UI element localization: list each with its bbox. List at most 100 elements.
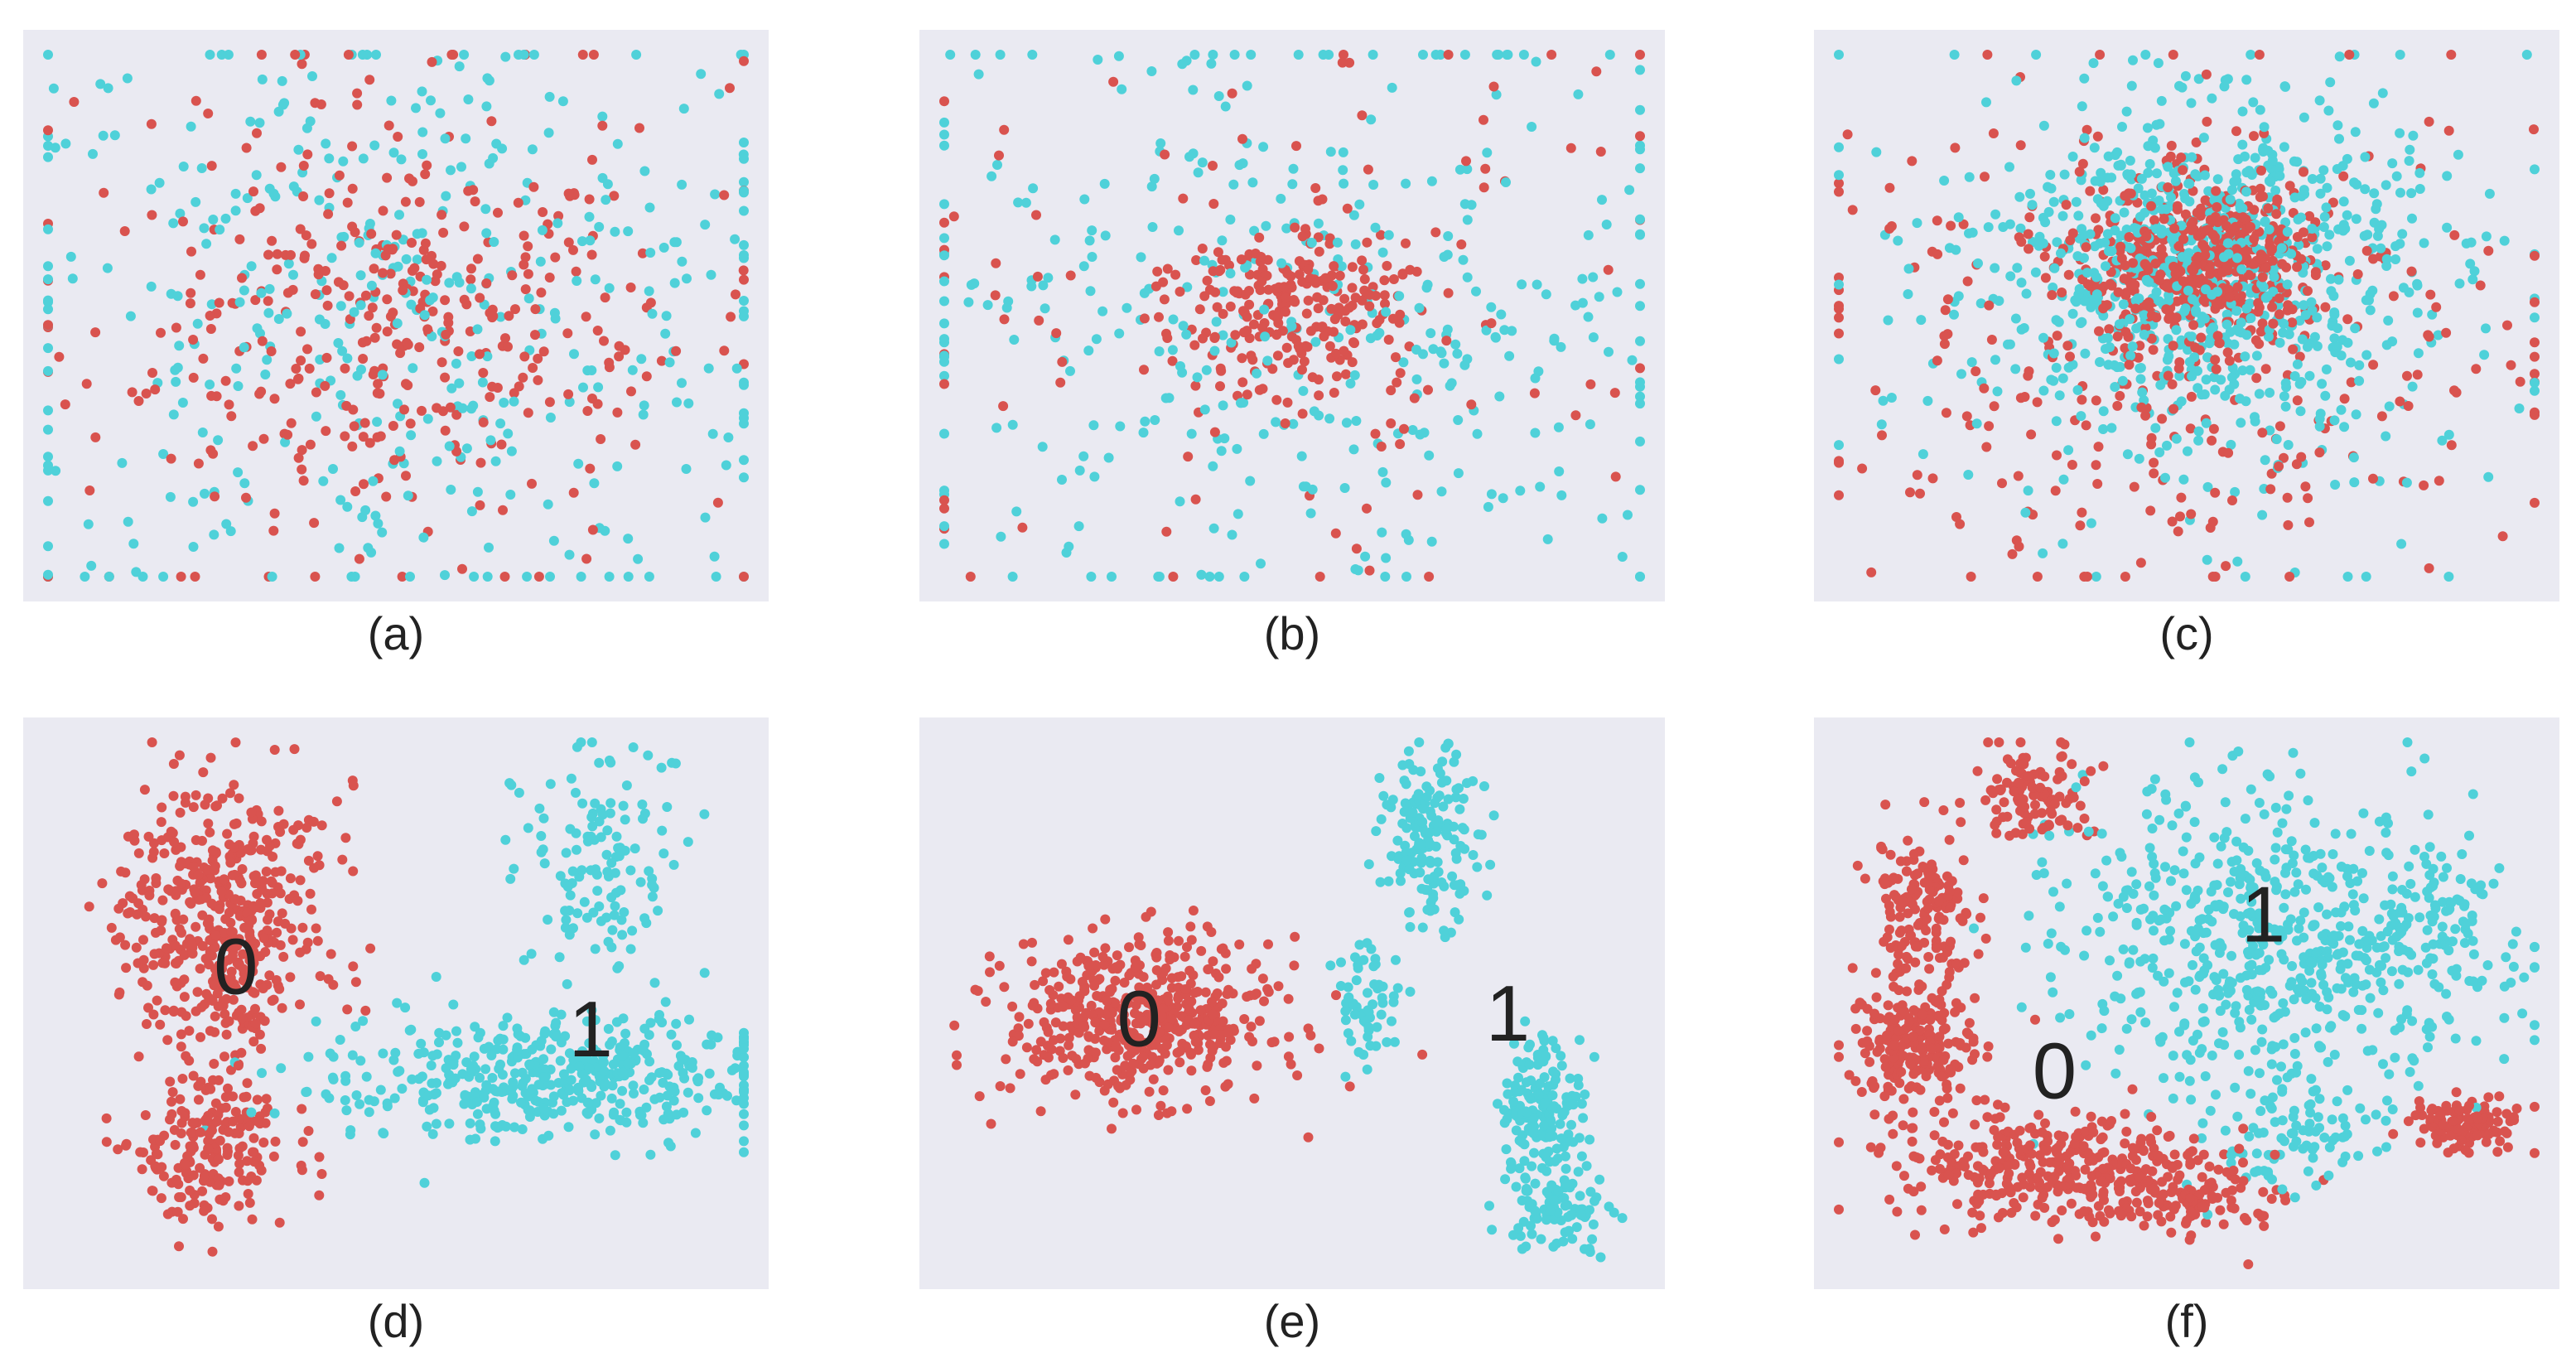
scatter-point-class-0 [209, 1059, 219, 1069]
scatter-point-class-1 [2251, 350, 2262, 361]
scatter-point-class-1 [373, 518, 384, 529]
scatter-point-class-0 [407, 238, 417, 248]
scatter-point-class-1 [225, 526, 236, 537]
scatter-point-class-0 [2250, 335, 2261, 345]
scatter-point-class-1 [627, 925, 638, 936]
scatter-point-class-1 [693, 1093, 704, 1104]
scatter-point-class-0 [1834, 178, 1844, 189]
scatter-point-class-0 [2082, 124, 2092, 135]
scatter-point-class-1 [539, 858, 550, 869]
scatter-point-class-1 [1381, 553, 1392, 563]
scatter-point-class-0 [385, 268, 396, 279]
scatter-point-class-1 [2231, 306, 2242, 316]
scatter-point-class-1 [1037, 442, 1048, 452]
scatter-point-class-1 [644, 572, 654, 582]
scatter-point-class-1 [635, 1109, 645, 1120]
scatter-point-class-1 [2467, 274, 2478, 285]
scatter-point-class-0 [1979, 383, 1990, 394]
scatter-point-class-0 [2502, 320, 2512, 331]
scatter-point-class-0 [1927, 473, 1938, 484]
scatter-point-class-1 [246, 261, 257, 272]
scatter-point-class-1 [2049, 263, 2060, 273]
scatter-point-class-0 [719, 190, 730, 200]
scatter-point-class-0 [1330, 348, 1341, 359]
scatter-point-class-0 [236, 1047, 247, 1058]
scatter-point-class-0 [43, 125, 53, 136]
scatter-point-class-1 [699, 809, 710, 819]
scatter-point-class-1 [2241, 75, 2252, 85]
scatter-point-class-1 [639, 1046, 649, 1056]
scatter-point-class-0 [2196, 332, 2207, 343]
scatter-point-class-0 [192, 987, 203, 998]
scatter-point-class-1 [2295, 406, 2306, 417]
scatter-point-class-0 [224, 907, 234, 918]
scatter-point-class-1 [2314, 95, 2325, 106]
scatter-point-class-1 [649, 1094, 660, 1104]
scatter-point-class-0 [250, 295, 261, 306]
scatter-point-class-1 [368, 476, 379, 486]
scatter-point-class-1 [484, 75, 494, 86]
scatter-point-class-1 [645, 1149, 656, 1160]
scatter-point-class-1 [492, 1086, 503, 1097]
scatter-point-class-0 [1635, 50, 1645, 60]
scatter-point-class-0 [568, 244, 578, 255]
scatter-point-class-1 [466, 506, 477, 517]
scatter-point-class-1 [671, 1109, 682, 1120]
scatter-point-class-1 [657, 1067, 667, 1078]
scatter-point-class-0 [2224, 292, 2235, 302]
scatter-point-class-1 [1313, 218, 1324, 229]
scatter-point-class-1 [2139, 329, 2149, 340]
scatter-point-class-0 [204, 1128, 215, 1139]
scatter-point-class-1 [1458, 254, 1469, 265]
scatter-point-class-0 [609, 191, 620, 201]
scatter-point-class-0 [1263, 987, 1274, 998]
scatter-point-class-1 [2063, 362, 2074, 373]
scatter-point-class-0 [1167, 355, 1178, 366]
scatter-point-class-0 [1257, 322, 1267, 333]
scatter-point-class-0 [2483, 245, 2494, 256]
scatter-point-class-0 [2149, 215, 2159, 225]
scatter-point-class-1 [641, 1102, 652, 1113]
scatter-point-class-1 [2125, 314, 2135, 325]
scatter-point-class-1 [432, 1078, 441, 1089]
scatter-point-class-0 [1244, 269, 1255, 280]
scatter-point-class-1 [563, 1122, 574, 1133]
scatter-point-class-0 [523, 268, 533, 279]
scatter-point-class-1 [625, 865, 636, 876]
scatter-point-class-0 [2368, 473, 2378, 484]
scatter-point-class-0 [671, 345, 682, 356]
scatter-point-class-0 [206, 390, 217, 401]
scatter-point-class-1 [2315, 173, 2326, 184]
scatter-point-class-1 [513, 1052, 523, 1063]
scatter-point-class-1 [590, 1129, 601, 1140]
scatter-point-class-0 [510, 304, 520, 315]
scatter-point-class-1 [1236, 398, 1246, 408]
scatter-point-class-1 [1007, 572, 1018, 582]
scatter-point-class-0 [1603, 264, 1614, 275]
scatter-point-class-0 [1034, 315, 1044, 326]
scatter-point-class-0 [2244, 269, 2254, 280]
scatter-point-class-0 [391, 229, 402, 240]
scatter-point-class-1 [527, 1044, 538, 1055]
scatter-point-class-1 [577, 1046, 588, 1056]
scatter-point-class-1 [335, 495, 346, 505]
scatter-point-class-0 [2277, 258, 2288, 269]
scatter-point-class-1 [43, 152, 53, 162]
scatter-point-class-1 [1604, 50, 1615, 60]
scatter-point-class-0 [519, 259, 529, 270]
scatter-point-class-1 [454, 61, 465, 72]
scatter-point-class-0 [2085, 186, 2096, 196]
scatter-point-class-1 [1387, 1016, 1397, 1027]
scatter-point-class-1 [2079, 73, 2090, 84]
scatter-point-class-1 [2314, 413, 2325, 424]
scatter-point-class-0 [1331, 990, 1341, 1001]
scatter-point-class-0 [581, 553, 592, 564]
scatter-point-class-1 [1341, 418, 1352, 428]
scatter-point-class-1 [1432, 792, 1443, 803]
scatter-point-class-0 [2191, 137, 2202, 147]
scatter-point-class-1 [584, 211, 595, 222]
scatter-point-class-1 [683, 1087, 693, 1098]
scatter-point-class-1 [1281, 223, 1292, 234]
scatter-point-class-0 [1942, 294, 1953, 305]
scatter-point-class-0 [1213, 247, 1223, 258]
